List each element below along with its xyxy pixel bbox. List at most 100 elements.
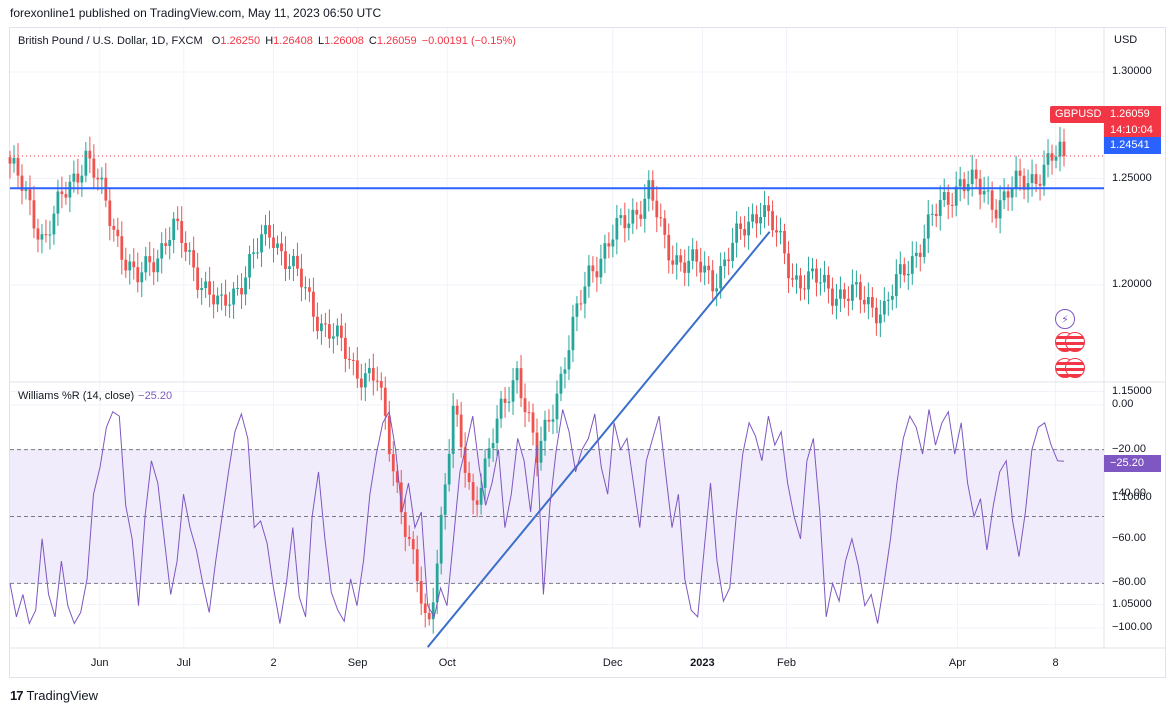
candle-body xyxy=(24,189,28,191)
candle-body xyxy=(986,190,990,192)
candle-body xyxy=(40,234,44,240)
candle-body xyxy=(212,294,216,305)
chart-frame[interactable] xyxy=(9,27,1166,678)
williams-tick: −80.00 xyxy=(1112,576,1146,589)
candle-body xyxy=(148,256,152,263)
candle-body xyxy=(843,289,846,299)
candle-body xyxy=(391,454,395,472)
candle-body xyxy=(531,412,535,433)
williams-tick: −100.00 xyxy=(1112,621,1153,633)
candle-body xyxy=(399,482,403,513)
candle-body xyxy=(180,221,184,244)
candle-body xyxy=(363,373,367,388)
candle-body xyxy=(547,419,551,422)
candle-body xyxy=(902,264,906,276)
candle-body xyxy=(854,282,858,285)
candle-body xyxy=(60,191,64,195)
candle-body xyxy=(707,265,711,271)
candle-body xyxy=(379,381,383,388)
candle-body xyxy=(555,393,559,420)
candle-body xyxy=(619,215,623,219)
candle-body xyxy=(168,240,172,246)
candle-body xyxy=(96,177,100,180)
candle-body xyxy=(851,284,854,301)
candle-body xyxy=(260,234,263,253)
candle-body xyxy=(208,281,212,295)
indicator-legend[interactable]: Williams %R (14, close) −25.20 xyxy=(18,390,172,402)
candle-body xyxy=(20,175,24,191)
candle-body xyxy=(196,267,200,290)
williams-tick: −40.00 xyxy=(1112,487,1146,500)
candle-body xyxy=(324,323,327,325)
candle-body xyxy=(663,218,667,235)
candle-body xyxy=(483,458,487,488)
candle-body xyxy=(92,158,96,178)
candle-body xyxy=(651,180,655,201)
candle-body xyxy=(112,225,116,230)
candle-body xyxy=(312,291,315,317)
candle-body xyxy=(220,294,223,296)
legend-low-label: L xyxy=(317,35,325,47)
candle-body xyxy=(607,243,611,247)
candle-body xyxy=(611,239,615,247)
candle-body xyxy=(371,367,375,381)
candle-body xyxy=(699,261,703,273)
candle-body xyxy=(827,274,830,289)
candle-body xyxy=(990,190,994,210)
candle-body xyxy=(691,249,695,261)
candle-body xyxy=(88,150,92,159)
candle-body xyxy=(839,289,842,299)
candle-body xyxy=(878,314,882,324)
candle-body xyxy=(375,380,379,382)
candle-body xyxy=(862,299,866,305)
candle-body xyxy=(978,178,982,195)
candle-body xyxy=(36,228,40,240)
candle-body xyxy=(411,539,415,550)
candle-body xyxy=(831,288,834,306)
candle-body xyxy=(559,373,563,394)
lightning-icon[interactable]: ⚡ xyxy=(1055,309,1075,329)
candle-body xyxy=(1014,170,1018,189)
time-tick: Dec xyxy=(602,657,623,669)
uk-flag-icon[interactable] xyxy=(1065,332,1085,352)
candle-body xyxy=(475,500,479,505)
candle-body xyxy=(156,258,160,273)
candle-body xyxy=(894,274,898,296)
candle-body xyxy=(779,230,782,233)
candle-body xyxy=(280,243,283,252)
candle-body xyxy=(327,324,331,339)
candle-body xyxy=(583,286,587,304)
candle-body xyxy=(639,214,643,219)
candle-body xyxy=(519,368,523,399)
candle-body xyxy=(80,175,84,183)
candle-body xyxy=(755,214,758,224)
us-flag-icon[interactable] xyxy=(1065,358,1085,378)
candle-body xyxy=(160,243,164,259)
currency-label[interactable]: USD xyxy=(1114,34,1138,46)
price-tick: 1.05000 xyxy=(1112,597,1152,610)
candle-body xyxy=(683,262,687,273)
candle-body xyxy=(439,514,443,564)
candle-body xyxy=(499,398,503,419)
candle-body xyxy=(1062,141,1066,156)
time-tick: Feb xyxy=(776,657,796,669)
candle-body xyxy=(631,209,635,224)
candle-body xyxy=(192,250,196,268)
candle-body xyxy=(723,259,727,267)
candle-body xyxy=(12,157,16,164)
candle-body xyxy=(252,252,255,255)
candle-body xyxy=(172,218,176,241)
candle-body xyxy=(563,369,567,374)
candle-body xyxy=(571,316,575,351)
tradingview-logo[interactable]: 17 TradingView xyxy=(10,688,98,703)
candle-body xyxy=(52,213,56,235)
candle-body xyxy=(819,282,822,284)
candle-body xyxy=(264,225,267,235)
legend-high-value: 1.26408 xyxy=(273,35,313,47)
candle-body xyxy=(767,205,770,212)
candlestick-series xyxy=(8,126,1066,634)
candle-body xyxy=(236,287,239,289)
candle-body xyxy=(451,405,455,454)
candle-body xyxy=(1038,183,1042,186)
